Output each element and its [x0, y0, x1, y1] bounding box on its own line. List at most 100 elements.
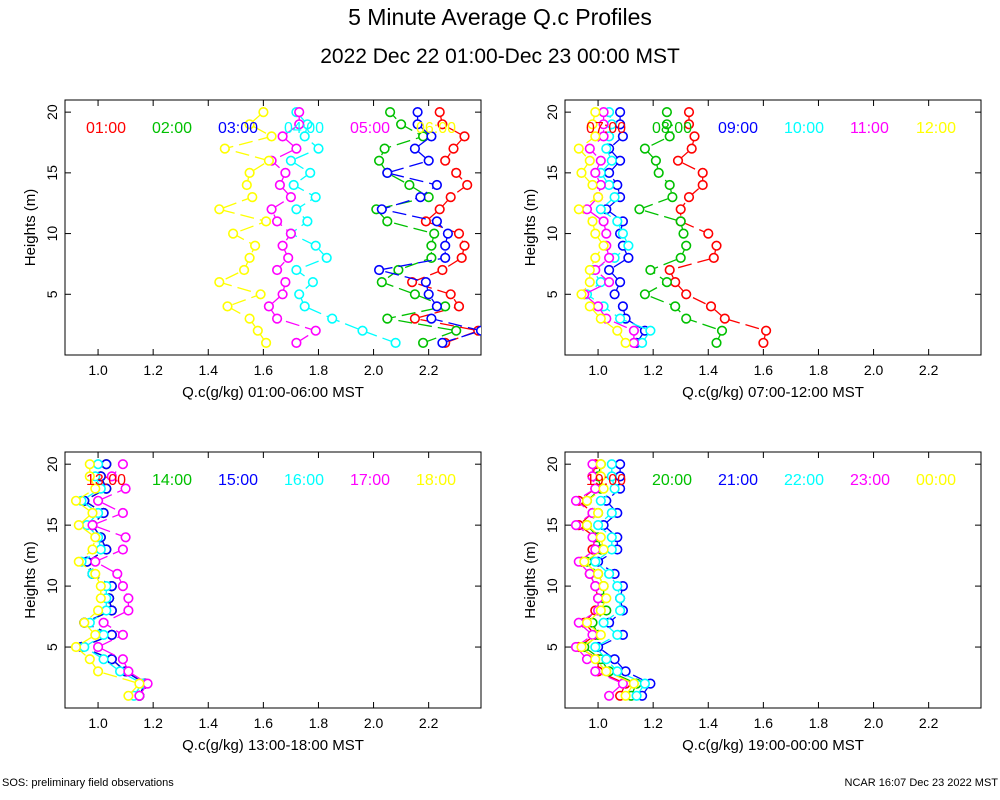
- y-tick-label: 20: [44, 456, 60, 472]
- legend-label: 16:00: [284, 472, 324, 489]
- data-point: [291, 204, 302, 215]
- x-axis-label: Q.c(g/kg) 13:00-18:00 MST: [182, 737, 364, 754]
- data-point: [374, 264, 385, 276]
- legend-label: 14:00: [152, 472, 192, 489]
- legend-label: 11:00: [850, 120, 889, 137]
- data-point: [614, 313, 626, 324]
- data-point: [614, 593, 626, 604]
- data-point: [84, 654, 95, 665]
- data-point: [601, 228, 612, 239]
- x-tick-label: 1.0: [88, 715, 108, 731]
- data-point: [645, 264, 656, 276]
- y-tick-label: 20: [544, 104, 560, 120]
- legend-label: 20:00: [652, 472, 692, 489]
- data-point: [612, 179, 623, 191]
- data-point: [272, 313, 283, 324]
- data-point: [79, 617, 90, 628]
- series-group: [214, 106, 481, 349]
- data-point: [117, 544, 128, 555]
- x-tick-label: 2.2: [919, 362, 939, 378]
- data-point: [247, 192, 258, 203]
- data-point: [393, 264, 404, 276]
- data-point: [570, 495, 582, 506]
- data-point: [592, 301, 604, 312]
- data-point: [590, 252, 601, 263]
- data-point: [617, 301, 629, 312]
- data-point: [73, 556, 84, 567]
- data-point: [606, 471, 617, 482]
- series-line: [217, 111, 274, 344]
- data-point: [429, 228, 440, 239]
- data-point: [595, 629, 606, 641]
- data-point: [601, 143, 612, 154]
- data-point: [412, 106, 423, 118]
- y-tick-label: 5: [44, 290, 60, 298]
- data-point: [576, 167, 587, 178]
- data-point: [106, 471, 117, 482]
- data-point: [598, 216, 609, 227]
- y-tick-label: 5: [544, 643, 560, 651]
- data-point: [448, 143, 459, 154]
- data-point: [675, 252, 686, 263]
- data-point: [90, 556, 101, 567]
- legend-label: 09:00: [718, 120, 758, 137]
- chart-panel-4: 1.0 1.2 1.4 1.6 1.8 2.0 2.2 5 10 15 20 Q.c(g/kg) 19…: [522, 451, 982, 754]
- data-point: [612, 216, 623, 227]
- data-point: [101, 459, 112, 470]
- y-axis-label: Heights (m): [22, 541, 39, 619]
- data-point: [228, 228, 239, 239]
- legend-label: 03:00: [218, 120, 258, 137]
- data-point: [120, 483, 131, 494]
- data-point: [612, 580, 623, 592]
- data-point: [285, 155, 297, 166]
- data-point: [302, 216, 313, 227]
- data-point: [92, 666, 104, 677]
- data-point: [117, 629, 128, 641]
- data-point: [382, 216, 393, 227]
- y-tick-label: 5: [544, 290, 560, 298]
- data-point: [672, 155, 684, 166]
- data-point: [90, 568, 101, 580]
- data-point: [606, 532, 617, 543]
- data-point: [758, 337, 769, 349]
- data-point: [620, 666, 631, 677]
- data-point: [431, 301, 443, 312]
- x-axis-label: Q.c(g/kg) 07:00-12:00 MST: [682, 384, 864, 401]
- data-point: [653, 167, 664, 178]
- data-point: [609, 289, 620, 300]
- data-point: [117, 580, 128, 592]
- data-point: [581, 617, 593, 628]
- data-point: [584, 143, 595, 154]
- data-point: [241, 179, 252, 191]
- data-point: [426, 252, 437, 263]
- data-point: [590, 106, 601, 118]
- data-point: [614, 277, 626, 288]
- data-point: [423, 192, 434, 203]
- data-point: [614, 459, 626, 470]
- y-tick-label: 15: [44, 165, 60, 181]
- data-point: [664, 131, 675, 142]
- data-point: [379, 143, 390, 154]
- data-point: [590, 228, 601, 239]
- legend-label: 07:00: [586, 120, 626, 137]
- data-point: [590, 654, 601, 665]
- y-tick-label: 20: [544, 456, 560, 472]
- data-point: [451, 167, 462, 178]
- x-tick-label: 2.2: [419, 362, 439, 378]
- data-point: [606, 459, 617, 470]
- data-point: [423, 289, 434, 300]
- data-point: [123, 666, 134, 677]
- data-point: [590, 580, 601, 592]
- data-point: [636, 337, 648, 349]
- data-point: [612, 666, 623, 677]
- legend-label: 05:00: [350, 120, 390, 137]
- x-tick-label: 1.6: [254, 362, 274, 378]
- data-point: [252, 325, 263, 336]
- data-point: [617, 228, 629, 239]
- data-point: [587, 119, 598, 130]
- data-point: [106, 654, 117, 665]
- x-tick-label: 1.0: [588, 362, 608, 378]
- data-point: [592, 507, 604, 519]
- data-point: [244, 252, 255, 263]
